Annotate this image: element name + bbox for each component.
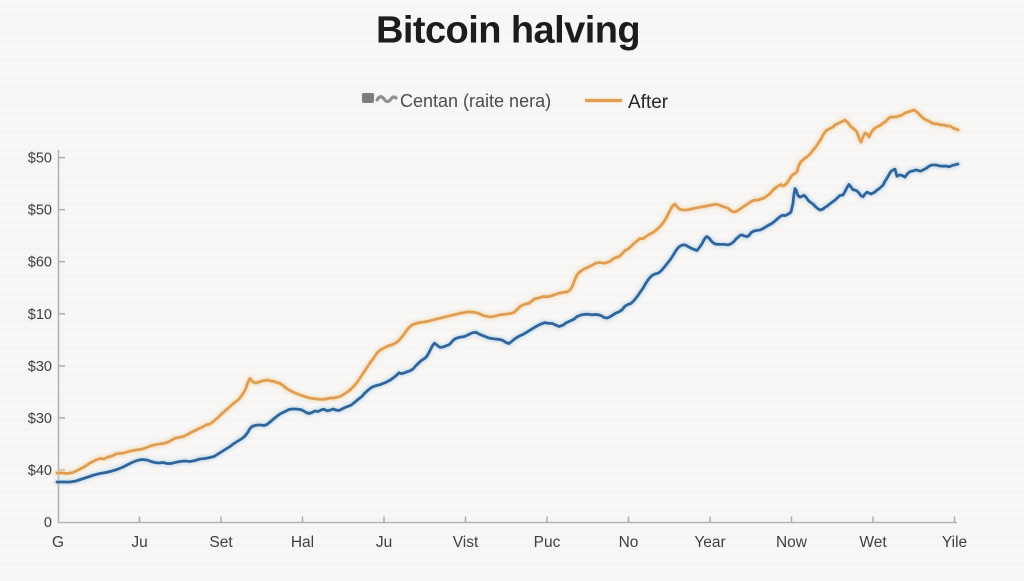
svg-text:$30: $30 <box>28 359 52 375</box>
svg-text:$10: $10 <box>28 307 52 323</box>
svg-text:After: After <box>628 92 669 113</box>
svg-text:Year: Year <box>694 534 725 551</box>
svg-text:Vist: Vist <box>453 534 479 551</box>
svg-text:$30: $30 <box>28 411 52 427</box>
svg-text:Yile: Yile <box>942 534 967 551</box>
svg-text:Puc: Puc <box>534 534 561 551</box>
svg-text:$60: $60 <box>28 255 52 271</box>
svg-text:G: G <box>52 534 64 551</box>
svg-text:0: 0 <box>44 515 52 531</box>
svg-text:Hal: Hal <box>291 534 314 551</box>
svg-text:Ju: Ju <box>131 534 147 551</box>
svg-text:$50: $50 <box>28 151 52 167</box>
svg-text:Bitcoin halving: Bitcoin halving <box>376 10 640 52</box>
svg-text:No: No <box>619 534 639 551</box>
svg-text:Now: Now <box>776 534 808 551</box>
svg-text:$40: $40 <box>28 463 52 479</box>
svg-text:Set: Set <box>209 534 233 551</box>
svg-text:$50: $50 <box>28 203 52 219</box>
svg-text:Wet: Wet <box>859 534 887 551</box>
svg-text:Centan (raite nera): Centan (raite nera) <box>400 91 551 111</box>
svg-text:Ju: Ju <box>376 534 392 551</box>
